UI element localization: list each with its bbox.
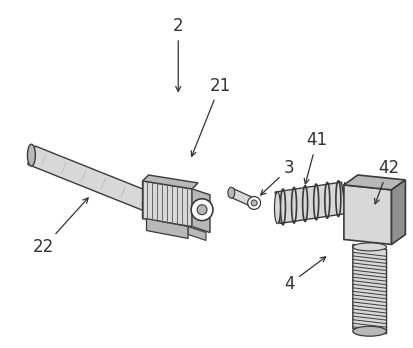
Polygon shape [391, 180, 404, 244]
Polygon shape [352, 244, 386, 334]
Polygon shape [146, 219, 188, 238]
Ellipse shape [227, 187, 234, 198]
Polygon shape [229, 189, 255, 207]
Text: 41: 41 [304, 131, 327, 184]
Polygon shape [142, 175, 197, 189]
Text: 21: 21 [191, 77, 230, 156]
Polygon shape [274, 182, 345, 223]
Ellipse shape [191, 199, 212, 221]
Text: 22: 22 [33, 198, 88, 256]
Polygon shape [343, 185, 391, 244]
Polygon shape [142, 181, 192, 227]
Text: 2: 2 [173, 17, 183, 92]
Ellipse shape [274, 192, 280, 224]
Text: 42: 42 [374, 159, 398, 204]
Polygon shape [28, 146, 159, 214]
Ellipse shape [27, 144, 35, 166]
Ellipse shape [197, 205, 206, 215]
Text: 4: 4 [283, 257, 325, 293]
Ellipse shape [352, 243, 386, 251]
Ellipse shape [251, 200, 256, 206]
Text: 3: 3 [260, 159, 294, 195]
Polygon shape [188, 227, 206, 240]
Polygon shape [192, 189, 209, 232]
Ellipse shape [247, 197, 260, 209]
Polygon shape [343, 175, 404, 190]
Ellipse shape [352, 326, 386, 336]
